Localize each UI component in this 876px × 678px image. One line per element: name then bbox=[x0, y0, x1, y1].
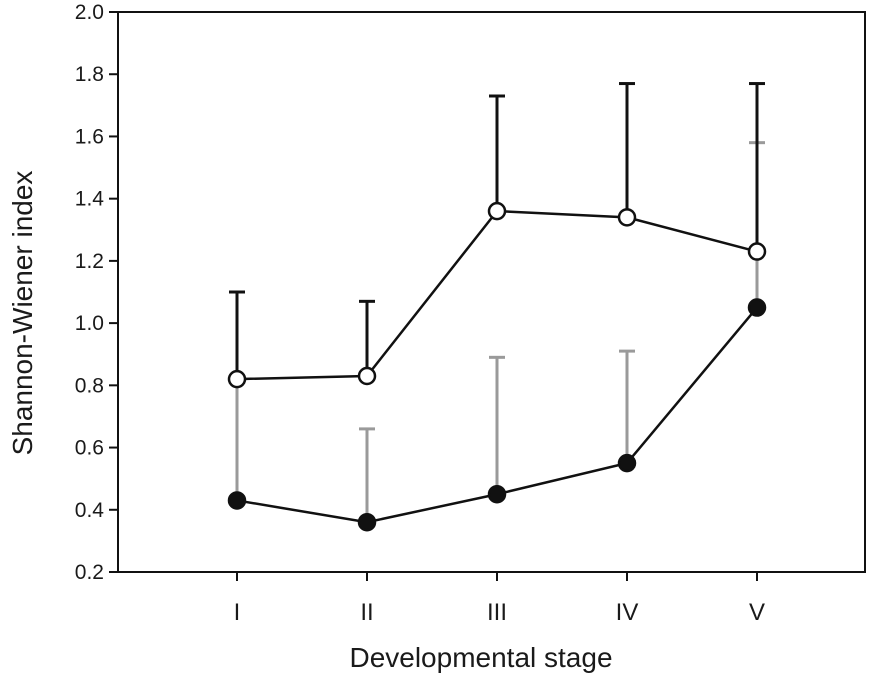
error-bars bbox=[229, 82, 765, 523]
open-circle-point bbox=[747, 242, 767, 261]
open-circle-point bbox=[487, 201, 507, 221]
x-tick-label: V bbox=[749, 599, 765, 626]
open-circle-point bbox=[227, 369, 247, 389]
x-tick-label: II bbox=[360, 599, 373, 626]
filled-circle-point bbox=[747, 298, 767, 317]
y-tick-label: 2.0 bbox=[75, 1, 104, 24]
x-tick-label: I bbox=[234, 599, 241, 626]
y-tick-label: 1.8 bbox=[75, 63, 104, 86]
filled-circle-point bbox=[617, 453, 637, 473]
y-tick-label: 1.2 bbox=[75, 250, 104, 273]
y-tick-label: 1.4 bbox=[75, 188, 105, 211]
y-axis-title: Shannon-Wiener index bbox=[7, 171, 38, 456]
filled-circle-point bbox=[227, 491, 247, 510]
filled-circle-point bbox=[357, 512, 377, 532]
x-tick-label: III bbox=[487, 599, 507, 626]
y-tick-label: 1.6 bbox=[75, 125, 104, 148]
y-tick-label: 1.0 bbox=[75, 312, 104, 335]
x-tick-label: IV bbox=[616, 599, 639, 626]
y-tick-label: 0.2 bbox=[75, 561, 104, 584]
plot-frame bbox=[117, 11, 866, 573]
series-line bbox=[236, 209, 758, 381]
x-axis-ticks: I II III IV V bbox=[234, 572, 765, 626]
x-axis-title: Developmental stage bbox=[349, 642, 612, 673]
data-points bbox=[227, 201, 767, 532]
y-tick-label: 0.4 bbox=[75, 499, 105, 522]
filled-circle-point bbox=[487, 484, 507, 504]
open-circle-point bbox=[357, 366, 377, 386]
y-tick-label: 0.6 bbox=[75, 437, 104, 460]
y-axis-ticks: 0.2 0.4 0.6 0.8 1.0 1.2 1.4 1.6 1.8 2.0 bbox=[75, 1, 118, 584]
open-circle-point bbox=[617, 208, 637, 227]
y-tick-label: 0.8 bbox=[75, 374, 104, 397]
